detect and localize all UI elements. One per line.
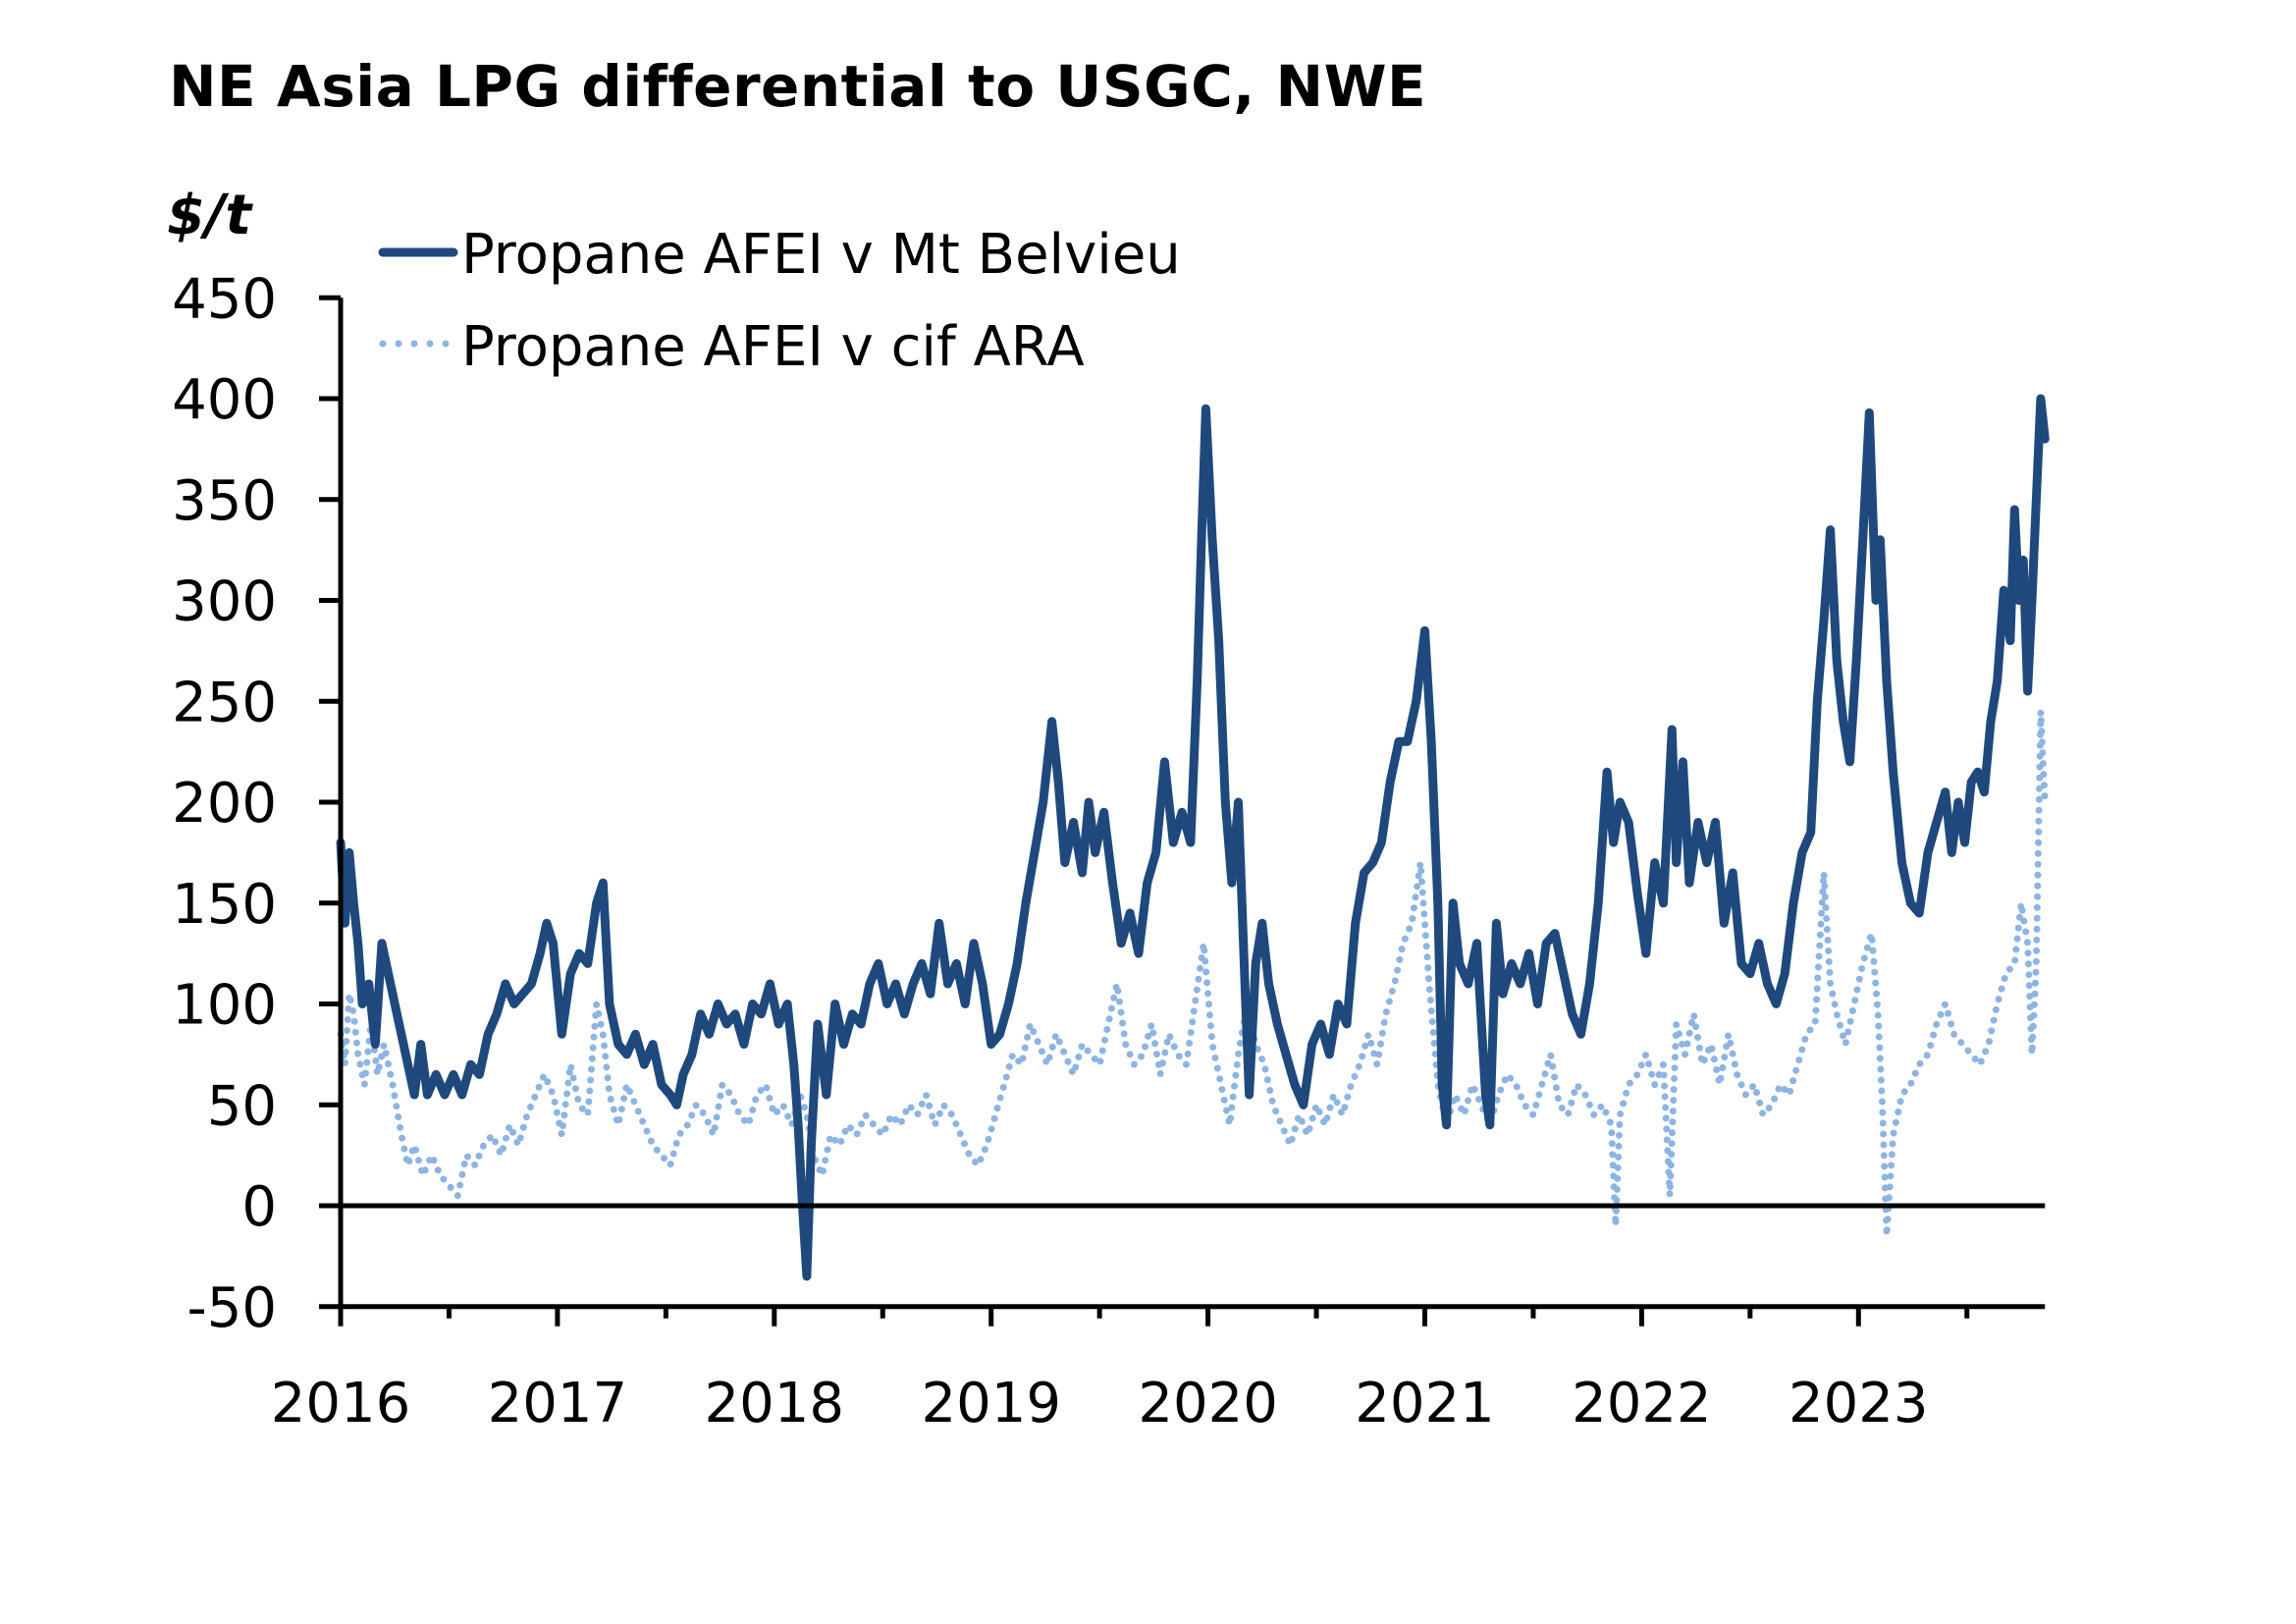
axes-layer xyxy=(319,295,2046,1326)
x-tick-label: 2022 xyxy=(1572,1372,1712,1435)
x-tick-label: 2020 xyxy=(1138,1372,1278,1435)
x-tick-label: 2018 xyxy=(705,1372,845,1435)
chart-title: NE Asia LPG differential to USGC, NWE xyxy=(169,53,1427,120)
x-tick-label: 2021 xyxy=(1355,1372,1495,1435)
y-tick-label: 50 xyxy=(207,1074,277,1138)
y-tick-label: 450 xyxy=(172,267,277,331)
y-tick-label: 0 xyxy=(241,1175,277,1239)
x-tick-label: 2019 xyxy=(921,1372,1061,1435)
series-layer xyxy=(336,394,2050,1281)
y-tick-label: 300 xyxy=(172,570,277,634)
legend-label-belvieu: Propane AFEI v Mt Belvieu xyxy=(461,223,1181,287)
x-tick-labels: 2016 2017 2018 2019 2020 2021 2022 2023 xyxy=(271,1372,1929,1435)
series-line-mt-belvieu xyxy=(336,394,2050,1281)
y-axis-unit-label: $/t xyxy=(167,184,253,247)
x-tick-label: 2017 xyxy=(488,1372,628,1435)
y-tick-label: 400 xyxy=(172,368,277,432)
series-line-cif-ara xyxy=(337,708,2049,1240)
y-tick-label: 100 xyxy=(172,974,277,1038)
y-tick-label: 250 xyxy=(172,671,277,734)
y-tick-label: 200 xyxy=(172,772,277,836)
y-tick-label: 350 xyxy=(172,469,277,533)
y-tick-label: 150 xyxy=(172,873,277,937)
y-tick-label: -50 xyxy=(187,1276,277,1340)
y-tick-labels: 450 400 350 300 250 200 150 100 50 0 -50 xyxy=(172,267,277,1340)
legend-label-ara: Propane AFEI v cif ARA xyxy=(461,315,1085,379)
legend: Propane AFEI v Mt Belvieu Propane AFEI v… xyxy=(378,223,1181,379)
x-tick-label: 2016 xyxy=(271,1372,411,1435)
x-tick-label: 2023 xyxy=(1789,1372,1929,1435)
